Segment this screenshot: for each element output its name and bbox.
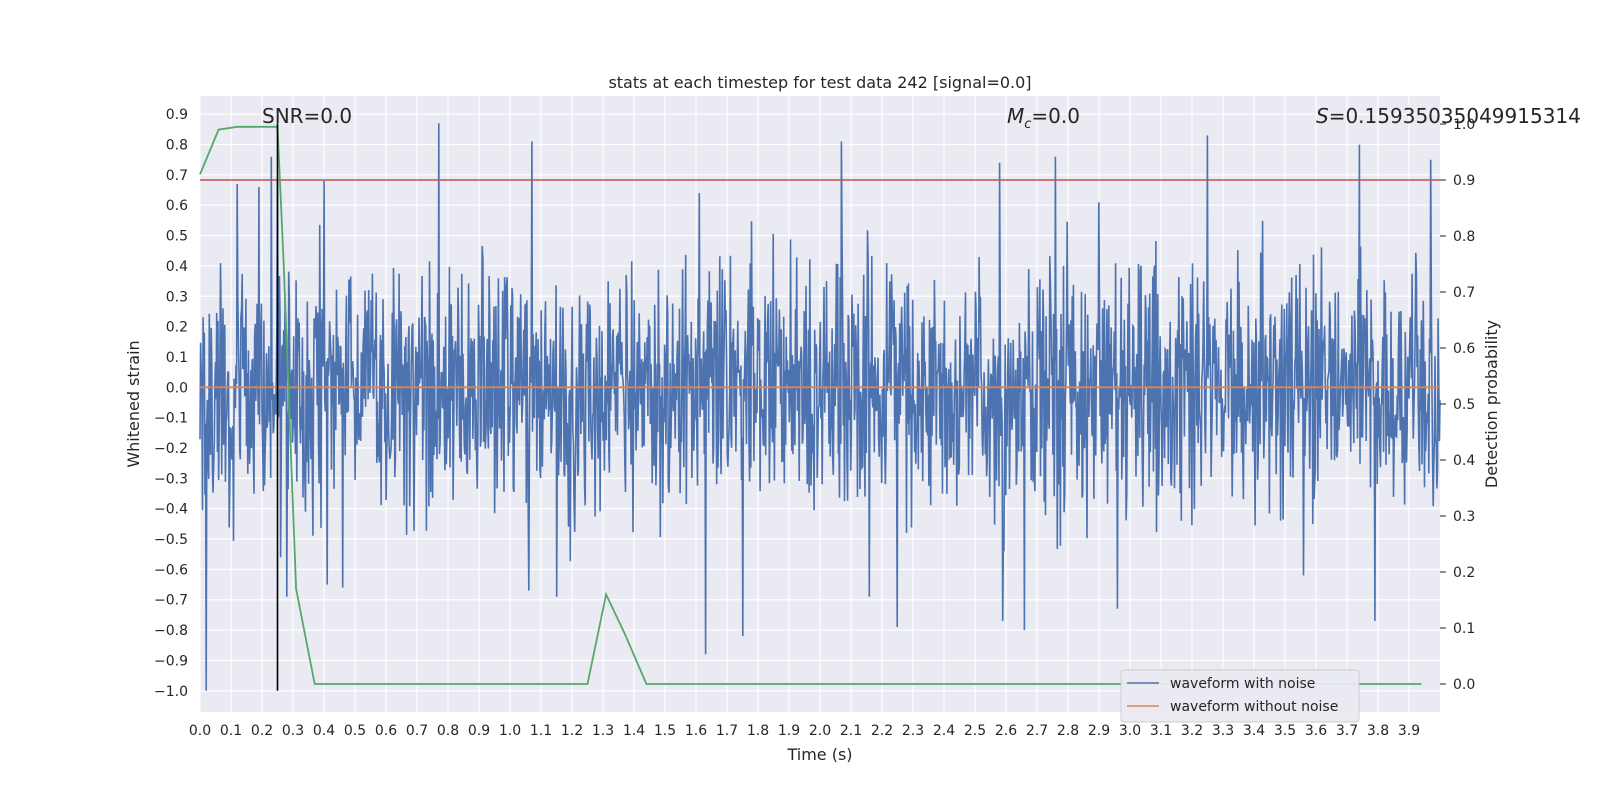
x-tick-label: 2.4	[933, 723, 955, 739]
y-tick-label: 0.3	[166, 289, 188, 305]
y-tick-label: −1.0	[154, 684, 188, 700]
x-tick-label: 1.0	[499, 723, 521, 739]
x-tick-label: 0.4	[313, 723, 335, 739]
legend-label-noise: waveform with noise	[1170, 676, 1315, 692]
x-tick-label: 3.8	[1367, 723, 1389, 739]
series-waveform-with-noise	[199, 123, 1441, 691]
y-tick-label: −0.6	[154, 562, 188, 578]
x-tick-label: 3.4	[1243, 723, 1265, 739]
y-tick-label: 0.5	[166, 229, 188, 245]
x-tick-label: 3.6	[1305, 723, 1327, 739]
x-tick-label: 2.7	[1026, 723, 1048, 739]
noise-line	[199, 123, 1441, 691]
x-tick-label: 1.8	[747, 723, 769, 739]
legend: waveform with noise waveform without noi…	[1120, 669, 1360, 723]
x-tick-label: 1.1	[530, 723, 552, 739]
legend-box	[1120, 669, 1360, 723]
x-tick-label: 3.3	[1212, 723, 1234, 739]
x-tick-label: 2.5	[964, 723, 986, 739]
x-tick-label: 1.7	[716, 723, 738, 739]
y-tick-label: 0.7	[166, 168, 188, 184]
y2-tick-label: 0.4	[1453, 453, 1475, 469]
x-tick-label: 2.1	[840, 723, 862, 739]
series-detection-probability	[199, 125, 1422, 685]
y-tick-label: 0.2	[166, 320, 188, 336]
y-tick-label: 0.8	[166, 138, 188, 154]
x-tick-label: 1.3	[592, 723, 614, 739]
x-tick-label: 2.9	[1088, 723, 1110, 739]
y2-tick-label: 0.9	[1453, 173, 1475, 189]
y2-tick-label: 0.1	[1453, 621, 1475, 637]
y2-tick-label: 0.2	[1453, 565, 1475, 581]
x-tick-label: 3.2	[1181, 723, 1203, 739]
x-tick-label: 0.0	[189, 723, 211, 739]
x-tick-label: 0.1	[220, 723, 242, 739]
y2-tick-label: 1.0	[1453, 117, 1475, 133]
y2-tick-labels: 0.0 0.1 0.2 0.3 0.4 0.5 0.6 0.7 0.8 0.9 1.0	[1440, 117, 1475, 693]
x-tick-label: 0.3	[282, 723, 304, 739]
y-tick-label: −0.7	[154, 593, 188, 609]
y2-tick-label: 0.5	[1453, 397, 1475, 413]
x-tick-label: 1.5	[654, 723, 676, 739]
y-tick-label: −0.2	[154, 441, 188, 457]
y2-tick-label: 0.7	[1453, 285, 1475, 301]
x-tick-label: 1.4	[623, 723, 645, 739]
mc-annotation: Mc=0.0	[1007, 104, 1080, 132]
x-tick-label: 0.7	[406, 723, 428, 739]
x-tick-label: 0.2	[251, 723, 273, 739]
y-tick-label: −0.5	[154, 532, 188, 548]
y2-axis-label: Detection probability	[1482, 320, 1501, 488]
y-tick-label: −0.1	[154, 411, 188, 427]
y-tick-label: −0.4	[154, 502, 188, 518]
x-tick-label: 3.0	[1119, 723, 1141, 739]
x-tick-label: 1.2	[561, 723, 583, 739]
y-tick-label: 0.6	[166, 198, 188, 214]
y2-tick-label: 0.8	[1453, 229, 1475, 245]
y2-tick-label: 0.0	[1453, 677, 1475, 693]
x-tick-label: 3.5	[1274, 723, 1296, 739]
y-tick-label: 0.4	[166, 259, 188, 275]
y-tick-label: −0.3	[154, 471, 188, 487]
x-tick-label: 3.9	[1398, 723, 1420, 739]
x-tick-label: 3.1	[1150, 723, 1172, 739]
probability-line	[199, 125, 1422, 685]
x-tick-labels: 0.0 0.1 0.2 0.3 0.4 0.5 0.6 0.7 0.8 0.9 1.0 1.1 1.2 1…	[189, 723, 1420, 739]
x-tick-label: 2.3	[902, 723, 924, 739]
y2-tick-label: 0.3	[1453, 509, 1475, 525]
x-tick-label: 0.6	[375, 723, 397, 739]
y-tick-label: −0.9	[154, 653, 188, 669]
y2-tick-label: 0.6	[1453, 341, 1475, 357]
x-tick-label: 3.7	[1336, 723, 1358, 739]
x-axis-label: Time (s)	[786, 745, 852, 764]
s-annotation: S=0.15935035049915314	[1316, 104, 1581, 128]
x-tick-label: 2.8	[1057, 723, 1079, 739]
x-tick-label: 0.8	[437, 723, 459, 739]
y-tick-label: 0.0	[166, 380, 188, 396]
chart-title: stats at each timestep for test data 242…	[608, 73, 1031, 92]
snr-annotation: SNR=0.0	[262, 104, 352, 128]
x-tick-label: 1.9	[778, 723, 800, 739]
x-tick-label: 2.2	[871, 723, 893, 739]
legend-label-clean: waveform without noise	[1170, 699, 1338, 715]
x-tick-label: 1.6	[685, 723, 707, 739]
y-tick-label: 0.9	[166, 107, 188, 123]
y-tick-label: 0.1	[166, 350, 188, 366]
x-tick-label: 2.6	[995, 723, 1017, 739]
x-tick-label: 2.0	[809, 723, 831, 739]
y-tick-labels: 0.9 0.8 0.7 0.6 0.5 0.4 0.3 0.2 0.1 0.0 −0.1 −0.2 −0…	[154, 107, 188, 700]
y-tick-label: −0.8	[154, 623, 188, 639]
x-tick-label: 0.9	[468, 723, 490, 739]
y-axis-label: Whitened strain	[124, 340, 143, 467]
x-tick-label: 0.5	[344, 723, 366, 739]
